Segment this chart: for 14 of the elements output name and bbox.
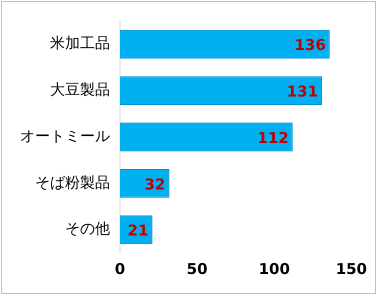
data-label: 136 [294,36,326,54]
x-tick-label: 150 [336,260,367,278]
data-label: 131 [286,82,318,100]
y-tick-label: 大豆製品 [50,80,110,98]
y-tick-label: その他 [65,220,110,238]
y-tick-label: オートミール [20,126,110,145]
y-tick-label: 米加工品 [50,34,110,52]
y-tick-label: そば粉製品 [35,173,110,192]
data-label: 21 [128,222,148,240]
x-tick-label: 100 [258,260,290,278]
x-tick-label: 0 [114,260,126,278]
data-label: 32 [144,175,166,194]
data-label: 112 [257,128,289,147]
x-tick-label: 50 [186,260,208,278]
